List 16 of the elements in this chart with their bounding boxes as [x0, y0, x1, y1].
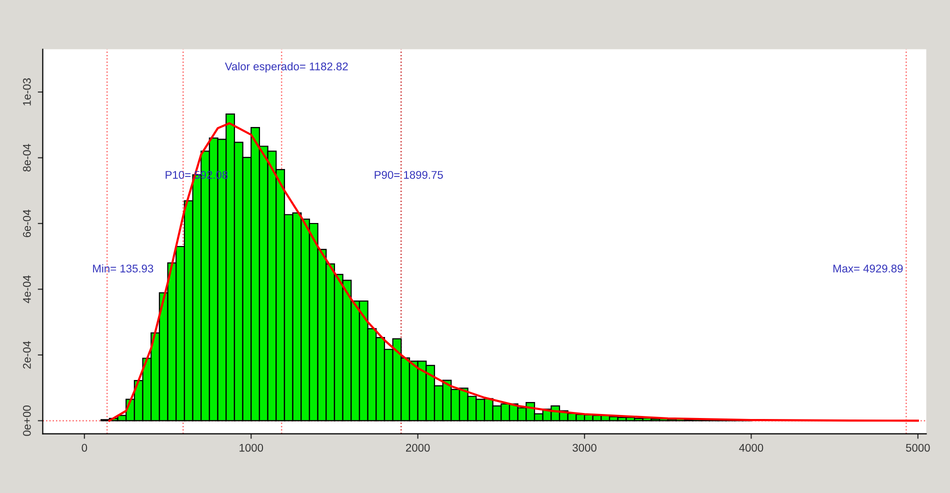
y-tick-label: 8e-04: [22, 144, 31, 172]
ref-line-label: Max= 4929.89: [833, 264, 903, 272]
y-tick-label: 4e-04: [22, 275, 31, 304]
x-tick-label: 0: [82, 444, 88, 452]
y-tick-label: 2e-04: [22, 341, 31, 369]
y-tick-label: 6e-04: [22, 210, 31, 238]
y-tick-label: 1e-03: [22, 78, 31, 106]
ref-line-label: P90= 1899.75: [374, 170, 443, 179]
y-tick-label: 0e+00: [22, 406, 31, 436]
ref-line-label: Valor esperado= 1182.82: [224, 62, 348, 73]
ref-line-label: Min= 135.93: [93, 264, 154, 272]
x-tick-label: 2000: [406, 444, 430, 452]
x-tick-label: 3000: [572, 444, 596, 452]
x-tick-label: 1000: [240, 444, 264, 452]
x-tick-label: 5000: [906, 444, 930, 452]
x-tick-label: 4000: [739, 444, 764, 452]
